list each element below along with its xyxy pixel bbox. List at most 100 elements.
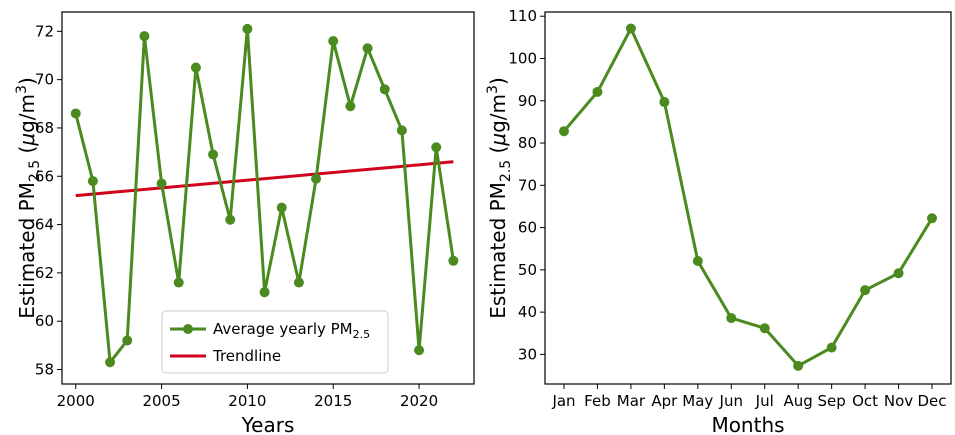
legend-label-average-yearly-main: Average yearly PM	[213, 320, 353, 338]
y-tick-label: 40	[518, 303, 537, 321]
average-yearly-point	[414, 345, 425, 356]
monthly-point	[793, 360, 804, 371]
average-yearly-point	[105, 357, 116, 368]
monthly-y-axis-title-superscript: 3	[485, 85, 501, 94]
x-tick-label: 2005	[142, 392, 180, 410]
x-tick-label: Mar	[617, 392, 646, 410]
legend-box	[161, 310, 389, 374]
average-yearly-point	[362, 43, 373, 54]
monthly-point	[860, 285, 871, 296]
monthly-series-group	[559, 23, 937, 371]
x-tick-label: Dec	[917, 392, 946, 410]
average-yearly-point	[87, 176, 98, 187]
average-yearly-point	[139, 31, 150, 42]
y-tick-label: 64	[35, 216, 54, 234]
average-yearly-point	[156, 178, 167, 189]
yearly-y-axis-title-prefix: Estimated PM	[15, 182, 39, 319]
y-tick-label: 80	[518, 134, 537, 152]
monthly-y-axis-title-open: (	[486, 146, 510, 160]
average-yearly-point	[70, 108, 81, 119]
monthly-point	[927, 213, 937, 224]
monthly-y-axis-title: Estimated PM2.5 (μg/m3)	[485, 77, 514, 319]
monthly-x-axis-title: Months	[711, 413, 784, 435]
y-tick-label: 60	[35, 312, 54, 330]
monthly-y-axis-title-subscript: 2.5	[498, 160, 514, 182]
monthly-point	[692, 255, 703, 266]
trendline	[75, 160, 454, 198]
average-yearly-point	[448, 255, 459, 266]
monthly-point	[625, 23, 636, 34]
monthly-point	[659, 97, 670, 108]
yearly-chart-plot-area	[61, 11, 475, 385]
average-yearly-point	[328, 35, 339, 46]
legend-label-trendline: Trendline	[212, 347, 281, 365]
y-tick-label: 62	[35, 264, 54, 282]
monthly-chart-plot-area	[544, 11, 952, 385]
monthly-y-axis-title-mu: μ	[486, 133, 510, 147]
monthly-point	[726, 313, 737, 324]
x-tick-label: Jul	[755, 392, 774, 410]
monthly-y-axis-title-prefix: Estimated PM	[486, 182, 510, 319]
average-yearly-point	[208, 149, 219, 160]
y-tick-label: 70	[35, 71, 54, 89]
x-tick-label: Sep	[817, 392, 845, 410]
average-yearly-point	[345, 101, 356, 112]
x-tick-label: Oct	[852, 392, 878, 410]
yearly-series-group	[70, 23, 459, 368]
yearly-y-axis: 58 60 62 64 66 68 70 72	[35, 22, 62, 379]
monthly-y-axis-title-units: g/m	[486, 94, 510, 133]
average-yearly-point	[431, 142, 442, 153]
y-tick-label: 58	[35, 361, 54, 379]
x-tick-label: Jan	[551, 392, 575, 410]
average-yearly-point	[259, 287, 270, 298]
monthly-point	[559, 126, 569, 137]
average-yearly-point	[122, 335, 133, 346]
x-tick-label: 2010	[228, 392, 266, 410]
yearly-y-axis-title-close: )	[15, 77, 39, 85]
monthly-point	[826, 342, 837, 353]
yearly-x-axis: 2000 2005 2010 2015 2020	[57, 384, 438, 410]
y-tick-label: 66	[35, 167, 54, 185]
monthly-line	[562, 27, 934, 368]
average-yearly-point	[190, 62, 201, 73]
legend-label-average-yearly-subscript: 2.5	[353, 328, 371, 341]
yearly-y-axis-title-mu: μ	[15, 133, 39, 147]
monthly-y-axis: 30 40 50 60 70 80 90 100 110	[508, 7, 545, 363]
yearly-y-axis-title: Estimated PM2.5 (μg/m3)	[14, 77, 43, 319]
y-tick-label: 110	[508, 7, 537, 25]
average-yearly-point	[396, 125, 407, 136]
x-tick-label: 2020	[400, 392, 438, 410]
monthly-x-axis: Jan Feb Mar Apr May Jun Jul Aug Sep Oct Nov Dec	[551, 384, 947, 410]
y-tick-label: 70	[518, 176, 537, 194]
y-tick-label: 30	[518, 345, 537, 363]
average-yearly-point	[276, 202, 287, 213]
x-tick-label: Jun	[719, 392, 743, 410]
yearly-y-axis-title-subscript: 2.5	[27, 160, 43, 182]
average-yearly-point	[242, 23, 253, 34]
x-tick-label: 2000	[57, 392, 95, 410]
average-yearly-point	[293, 277, 304, 288]
legend-label-average-yearly: Average yearly PM2.5	[213, 320, 370, 341]
y-tick-label: 72	[35, 22, 54, 40]
y-tick-label: 60	[518, 219, 537, 237]
monthly-point	[759, 323, 770, 334]
average-yearly-point	[225, 214, 236, 225]
x-tick-label: Apr	[651, 392, 678, 410]
x-tick-label: Nov	[884, 392, 913, 410]
yearly-y-axis-title-open: (	[15, 146, 39, 160]
y-tick-label: 100	[508, 50, 537, 68]
y-tick-label: 50	[518, 261, 537, 279]
legend-marker-average-yearly	[183, 324, 193, 334]
y-tick-label: 68	[35, 119, 54, 137]
monthly-point	[893, 268, 904, 279]
monthly-point	[592, 86, 603, 97]
average-yearly-point	[173, 277, 184, 288]
yearly-x-axis-title: Years	[241, 413, 295, 435]
yearly-chart: 58 60 62 64 66 68 70 72 2000 2005 2010 2015 2020 Ye…	[14, 11, 475, 435]
average-yearly-point	[311, 173, 322, 184]
average-yearly-point	[379, 84, 390, 95]
yearly-y-axis-title-units: g/m	[15, 94, 39, 133]
x-tick-label: 2015	[314, 392, 352, 410]
